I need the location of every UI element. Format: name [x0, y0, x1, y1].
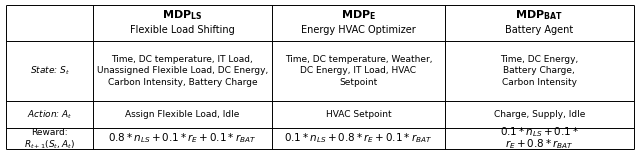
Text: Battery Agent: Battery Agent [505, 25, 573, 35]
Text: Action: $A_t$: Action: $A_t$ [27, 108, 72, 121]
Text: Flexible Load Shifting: Flexible Load Shifting [130, 25, 235, 35]
Text: State: $S_t$: State: $S_t$ [29, 65, 70, 77]
Text: $\mathbf{MDP_{E}}$: $\mathbf{MDP_{E}}$ [340, 8, 376, 22]
Text: Time, DC temperature, Weather,
DC Energy, IT Load, HVAC
Setpoint: Time, DC temperature, Weather, DC Energy… [285, 55, 432, 87]
Text: Energy HVAC Optimizer: Energy HVAC Optimizer [301, 25, 416, 35]
Text: Assign Flexible Load, Idle: Assign Flexible Load, Idle [125, 110, 239, 119]
Text: Reward:: Reward: [31, 128, 68, 137]
Text: HVAC Setpoint: HVAC Setpoint [326, 110, 391, 119]
Text: $\mathbf{MDP_{BAT}}$: $\mathbf{MDP_{BAT}}$ [515, 8, 563, 22]
Text: $0.1 * n_{LS} + 0.1 *$: $0.1 * n_{LS} + 0.1 *$ [499, 126, 579, 139]
Text: $0.8 * n_{LS} + 0.1 * r_E + 0.1 * r_{BAT}$: $0.8 * n_{LS} + 0.1 * r_E + 0.1 * r_{BAT… [108, 132, 257, 145]
Text: Time, DC Energy,
Battery Charge,
Carbon Intensity: Time, DC Energy, Battery Charge, Carbon … [500, 55, 579, 87]
Text: $\mathbf{MDP_{LS}}$: $\mathbf{MDP_{LS}}$ [162, 8, 203, 22]
Text: Charge, Supply, Idle: Charge, Supply, Idle [493, 110, 585, 119]
Text: $0.1 * n_{LS} + 0.8 * r_E + 0.1 * r_{BAT}$: $0.1 * n_{LS} + 0.8 * r_E + 0.1 * r_{BAT… [284, 132, 433, 145]
Text: $r_E + 0.8 * r_{BAT}$: $r_E + 0.8 * r_{BAT}$ [505, 138, 573, 151]
Text: $R_{t+1}(S_t, A_t)$: $R_{t+1}(S_t, A_t)$ [24, 138, 75, 151]
Text: Time, DC temperature, IT Load,
Unassigned Flexible Load, DC Energy,
Carbon Inten: Time, DC temperature, IT Load, Unassigne… [97, 55, 268, 87]
